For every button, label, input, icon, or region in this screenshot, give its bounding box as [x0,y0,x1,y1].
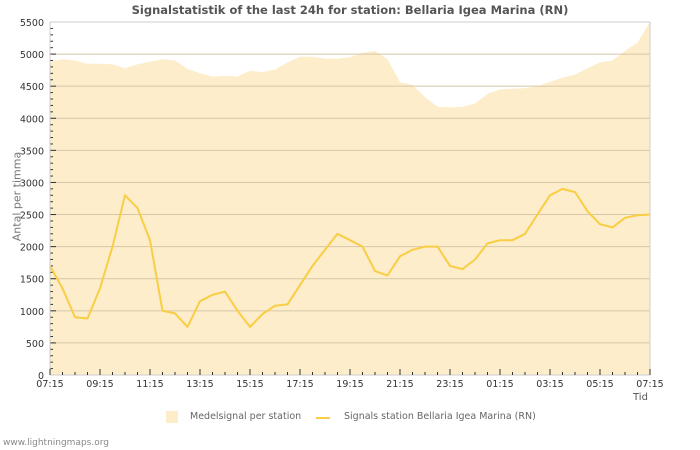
svg-text:1000: 1000 [20,307,44,318]
svg-text:15:15: 15:15 [236,379,263,390]
svg-text:17:15: 17:15 [286,379,313,390]
chart-title: Signalstatistik of the last 24h for stat… [131,3,569,17]
svg-text:0: 0 [38,371,44,382]
svg-text:11:15: 11:15 [136,379,163,390]
svg-text:21:15: 21:15 [386,379,413,390]
x-axis-label: Tid [633,392,648,403]
svg-text:5500: 5500 [20,18,44,29]
svg-text:19:15: 19:15 [336,379,363,390]
svg-text:23:15: 23:15 [436,379,463,390]
svg-text:03:15: 03:15 [536,379,563,390]
svg-text:09:15: 09:15 [86,379,113,390]
svg-text:01:15: 01:15 [486,379,513,390]
svg-text:13:15: 13:15 [186,379,213,390]
svg-text:07:15: 07:15 [636,379,663,390]
y-axis-label: Antal per timma [10,151,24,242]
svg-text:05:15: 05:15 [586,379,613,390]
svg-text:4000: 4000 [20,114,44,125]
line-swatch-icon [316,417,330,419]
site-credit: www.lightningmaps.org [3,438,109,448]
legend-area-label: Medelsignal per station [190,411,302,422]
svg-text:3500: 3500 [20,146,44,157]
legend-line-label: Signals station Bellaria Igea Marina (RN… [344,411,536,422]
line-series [49,187,651,328]
svg-text:1500: 1500 [20,275,44,286]
svg-text:2000: 2000 [20,243,44,254]
area-series [50,22,650,375]
svg-text:500: 500 [26,339,44,350]
area-swatch-icon [166,411,178,423]
svg-text:07:15: 07:15 [36,379,63,390]
svg-text:2500: 2500 [20,211,44,222]
svg-text:5000: 5000 [20,50,44,61]
svg-text:4500: 4500 [20,82,44,93]
svg-text:3000: 3000 [20,178,44,189]
